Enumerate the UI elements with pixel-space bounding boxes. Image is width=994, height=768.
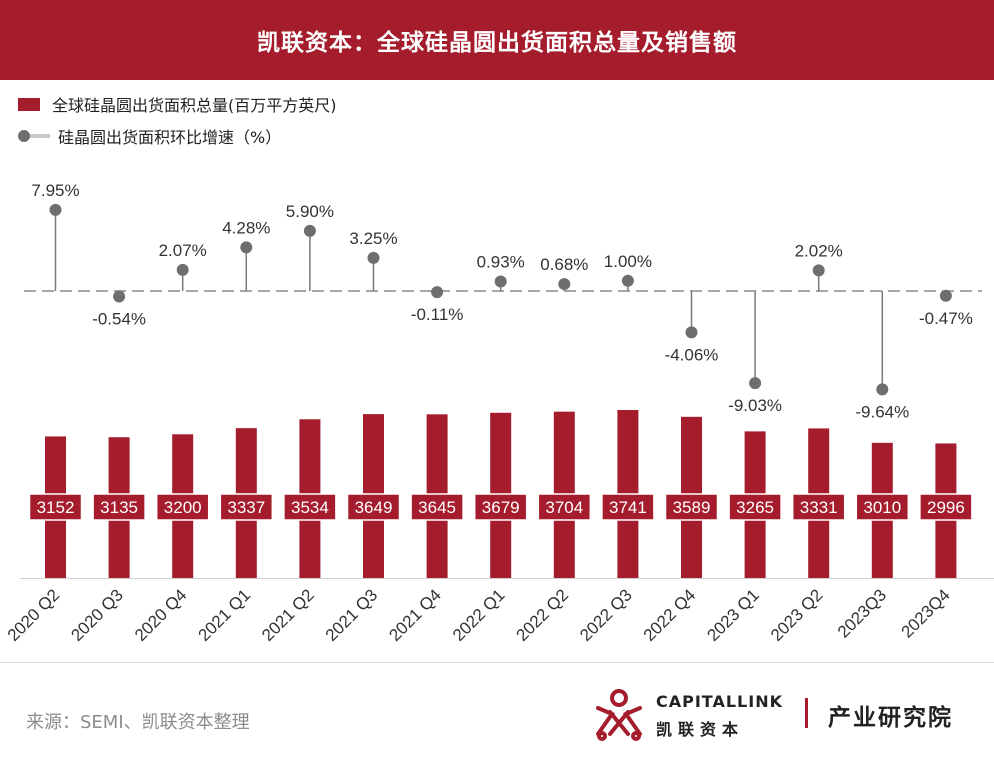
bar-value-box [473,493,528,521]
x-tick-label: 2022 Q3 [576,585,636,645]
legend-item-line: 硅晶圆出货面积环比增速（%） [18,123,337,149]
bar-value-label: 2996 [927,498,965,517]
bar-value-box [537,493,592,521]
bar-value-label: 3152 [37,498,75,517]
growth-marker [49,203,62,216]
growth-label: -4.06% [665,345,719,364]
bar-value-label: 3649 [355,498,393,517]
bar-value-box [92,493,146,521]
bar-value-label: 3010 [863,498,901,517]
bar-value-box [601,493,655,521]
growth-marker [176,263,189,276]
x-tick-label: 2020 Q2 [4,585,64,645]
growth-marker [558,278,571,291]
growth-label: 2.07% [159,241,207,260]
bar-value-label: 3331 [800,498,838,517]
logo-english-name: CAPITALLINK [656,692,783,711]
x-tick-label: 2020 Q3 [67,585,127,645]
legend: 全球硅晶圆出货面积总量(百万平方英尺) 硅晶圆出货面积环比增速（%） [18,91,337,155]
chart-title: 凯联资本：全球硅晶圆出货面积总量及销售额 [0,0,994,80]
bar-value-label: 3704 [545,498,583,517]
growth-label: -9.03% [728,396,782,415]
chart-plot: 3152 7.95% 2020 Q2 3135 -0.54% 2020 Q3 3200 2.0… [4,181,994,645]
x-tick-label: 2023 Q1 [703,585,763,645]
legend-line-swatch [18,129,52,143]
bar-value-label: 3679 [482,498,520,517]
bar-value-box [855,493,910,521]
institute-name: 产业研究院 [828,704,953,731]
x-tick-label: 2022 Q2 [513,585,573,645]
x-tick-label: 2020 Q4 [131,585,191,645]
x-tick-label: 2023Q4 [898,585,954,641]
x-tick-label: 2021 Q1 [195,585,255,645]
x-tick-label: 2021 Q2 [258,585,318,645]
legend-bar-label: 全球硅晶圆出货面积总量(百万平方英尺) [52,96,337,115]
growth-label: 4.28% [222,218,270,237]
logo-separator [805,698,808,728]
x-tick-label: 2023 Q2 [767,585,827,645]
source-note: 来源：SEMI、凯联资本整理 [26,712,250,733]
bar-value-box [155,493,210,521]
bar-value-box [664,493,719,521]
bar-value-label: 3534 [291,498,329,517]
bar-value-label: 3200 [164,498,202,517]
growth-label: -9.64% [855,402,909,421]
bar-value-box [410,493,464,521]
bar-value-box [283,493,337,521]
growth-label: 0.68% [540,255,588,274]
growth-label: 2.02% [795,241,843,260]
bar-value-box [28,493,83,521]
growth-label: 3.25% [349,229,397,248]
bar-value-box [791,493,846,521]
capitallink-logo-icon [596,689,642,741]
growth-marker [876,383,889,396]
bar-value-label: 3645 [418,498,456,517]
bar-value-label: 3265 [736,498,774,517]
growth-label: 1.00% [604,252,652,271]
growth-marker [621,274,634,287]
x-tick-label: 2022 Q4 [640,585,700,645]
legend-item-bar: 全球硅晶圆出货面积总量(百万平方英尺) [18,91,337,117]
growth-label: -0.54% [92,310,146,329]
growth-label: 0.93% [477,253,525,272]
growth-marker [303,224,316,237]
bar-value-box [346,493,401,521]
capitallink-logo: CAPITALLINK 凯联资本 产业研究院 [590,686,990,746]
bar-value-label: 3135 [100,498,138,517]
growth-marker [939,289,952,302]
growth-marker [367,251,380,264]
x-tick-label: 2021 Q4 [385,585,445,645]
legend-bar-swatch [18,97,40,111]
growth-marker [113,290,126,303]
bar-value-label: 3741 [609,498,647,517]
growth-label: 5.90% [286,202,334,221]
bar-value-label: 3337 [227,498,265,517]
x-tick-label: 2021 Q3 [322,585,382,645]
growth-marker [685,326,698,339]
legend-line-label: 硅晶圆出货面积环比增速（%） [58,128,282,147]
footer-divider [0,662,994,663]
bar-value-box [219,493,274,521]
x-tick-label: 2022 Q1 [449,585,509,645]
logo-chinese-name: 凯联资本 [656,720,745,739]
growth-marker [240,241,253,254]
growth-label: 7.95% [31,181,79,200]
growth-marker [749,377,762,390]
bar-value-box [728,493,782,521]
growth-label: -0.11% [411,305,464,324]
bar-value-box [919,493,973,521]
growth-marker [812,264,825,277]
growth-marker [431,286,444,299]
growth-marker [494,275,507,288]
x-tick-label: 2023Q3 [834,585,890,641]
growth-label: -0.47% [919,309,973,328]
bar-value-label: 3589 [673,498,711,517]
